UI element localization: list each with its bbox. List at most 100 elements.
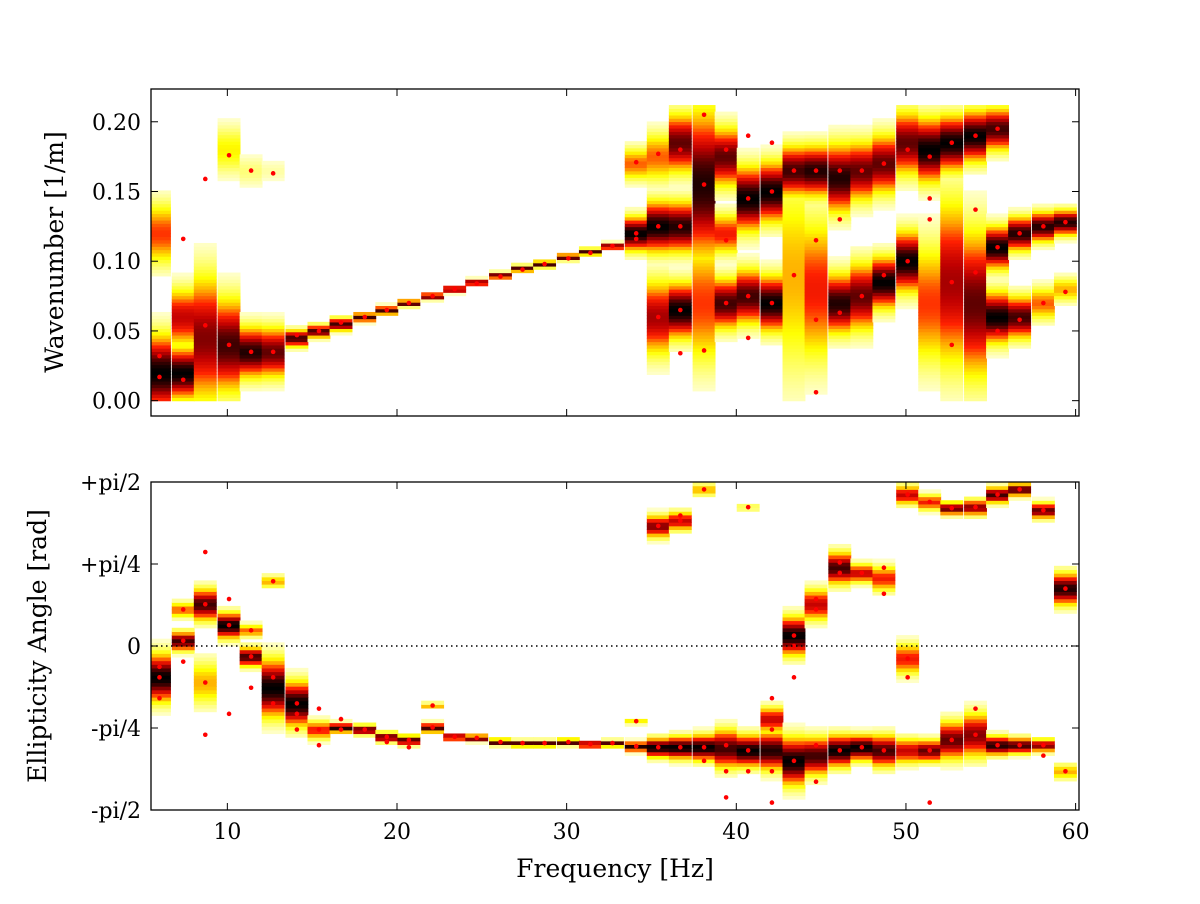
wavenumber-heat-cell (986, 292, 1010, 297)
wavenumber-heat-cell (217, 397, 241, 402)
wavenumber-heat-cell (940, 151, 964, 155)
ellipticity-x-ticks: 10 20 30 40 50 60 (213, 482, 1090, 845)
wavenumber-heat-cell (668, 338, 692, 343)
wavenumber-heat-cell (782, 292, 806, 297)
wavenumber-heat-cell (217, 160, 241, 165)
wavenumber-heat-cell (760, 177, 784, 182)
wavenumber-heat-cell (760, 292, 784, 297)
wavenumber-peak-marker (1041, 224, 1046, 229)
wavenumber-heat-cell (782, 282, 806, 287)
ellipticity-heat-cell (850, 758, 874, 764)
ellipticity-peak-marker (202, 732, 208, 738)
wavenumber-heat-cell (151, 367, 171, 372)
wavenumber-heat-cell (1008, 249, 1032, 254)
wavenumber-heat-cell (760, 282, 784, 287)
wavenumber-heat-cell (151, 371, 171, 375)
ellipticity-peak-marker (973, 732, 978, 738)
ellipticity-x-tick-label: 60 (1062, 820, 1090, 845)
ellipticity-heat-cell (872, 758, 896, 764)
ellipticity-heat-cell (714, 758, 738, 764)
ellipticity-peak-marker (294, 711, 300, 717)
wavenumber-heat-cell (193, 361, 217, 366)
wavenumber-heat-cell (714, 180, 738, 185)
ellipticity-heat-cell (668, 507, 692, 512)
wavenumber-heat-cell (940, 252, 964, 257)
wavenumber-heat-cell (217, 361, 241, 366)
wavenumber-heat-cell (239, 387, 263, 392)
wavenumber-heat-cell (193, 338, 217, 343)
wavenumber-heat-cell (940, 177, 964, 182)
wavenumber-heat-cell (896, 111, 920, 116)
ellipticity-peak-marker (769, 768, 775, 774)
wavenumber-heat-cell (239, 164, 263, 169)
ellipticity-peak-marker (270, 701, 276, 706)
wavenumber-heat-cell (714, 118, 738, 123)
wavenumber-heat-cell (986, 341, 1010, 346)
wavenumber-heat-cell (692, 302, 716, 306)
wavenumber-heat-cell (850, 137, 874, 142)
wavenumber-heat-cell (736, 216, 760, 221)
wavenumber-heat-cell (736, 318, 760, 323)
wavenumber-heat-cell (828, 292, 852, 297)
ellipticity-peak-marker (769, 727, 775, 732)
wavenumber-peak-marker (859, 168, 865, 173)
wavenumber-heat-cell (646, 121, 670, 126)
ellipticity-column (646, 507, 670, 764)
ellipticity-column (918, 489, 942, 767)
wavenumber-heat-cell (1053, 298, 1077, 303)
wavenumber-heat-cell (918, 239, 942, 244)
wavenumber-heat-cell (986, 302, 1010, 306)
wavenumber-heat-cell (850, 259, 874, 264)
wavenumber-heat-cell (646, 288, 670, 293)
wavenumber-heat-cell (940, 311, 964, 316)
ellipticity-peak-marker (655, 744, 661, 750)
wavenumber-peak-marker (678, 307, 683, 313)
ellipticity-heat-cell (782, 780, 806, 786)
wavenumber-heat-cell (646, 302, 670, 306)
wavenumber-heat-cell (760, 259, 784, 264)
wavenumber-heat-cell (624, 151, 648, 155)
wavenumber-heat-cell (896, 288, 920, 293)
wavenumber-heat-cell (918, 377, 942, 382)
ellipticity-peak-marker (338, 727, 344, 732)
wavenumber-heat-cell (896, 183, 920, 188)
ellipticity-heat-cell (171, 631, 195, 636)
wavenumber-heat-cell (760, 233, 784, 238)
wavenumber-heat-cell (918, 269, 942, 274)
wavenumber-heat-cell (692, 210, 716, 215)
wavenumber-heat-cell (850, 315, 874, 320)
wavenumber-heat-cell (692, 193, 716, 198)
wavenumber-heat-cell (151, 338, 171, 343)
ellipticity-heat-cell (692, 751, 716, 756)
wavenumber-heat-cell (804, 269, 828, 274)
ellipticity-heat-cell (782, 740, 806, 745)
wavenumber-heat-cell (668, 137, 692, 142)
ellipticity-heat-cell (736, 507, 760, 512)
wavenumber-heat-cell (964, 128, 987, 132)
wavenumber-heat-cell (782, 279, 806, 284)
wavenumber-heat-cell (1053, 216, 1077, 221)
wavenumber-heat-cell (261, 344, 285, 349)
ellipticity-heatmap (151, 482, 1077, 800)
wavenumber-heat-cell (782, 351, 806, 356)
wavenumber-heat-cell (872, 302, 896, 306)
wavenumber-heat-cell (193, 285, 217, 290)
wavenumber-heat-cell (171, 325, 195, 329)
wavenumber-peak-marker (338, 320, 344, 325)
wavenumber-heat-cell (760, 154, 784, 159)
wavenumber-heat-cell (217, 328, 241, 333)
ellipticity-heat-cell (940, 729, 964, 735)
wavenumber-heat-cell (151, 206, 171, 211)
wavenumber-heat-cell (692, 380, 716, 385)
wavenumber-heat-cell (760, 321, 784, 326)
wavenumber-heat-cell (782, 325, 806, 329)
wavenumber-heat-cell (217, 325, 241, 329)
ellipticity-column (940, 500, 964, 771)
wavenumber-heat-cell (872, 315, 896, 320)
wavenumber-heat-cell (261, 315, 285, 320)
wavenumber-heat-cell (171, 338, 195, 343)
wavenumber-heat-cell (624, 206, 648, 211)
wavenumber-heat-cell (986, 239, 1010, 244)
wavenumber-heat-cell (940, 164, 964, 169)
ellipticity-heat-cell (940, 514, 964, 520)
